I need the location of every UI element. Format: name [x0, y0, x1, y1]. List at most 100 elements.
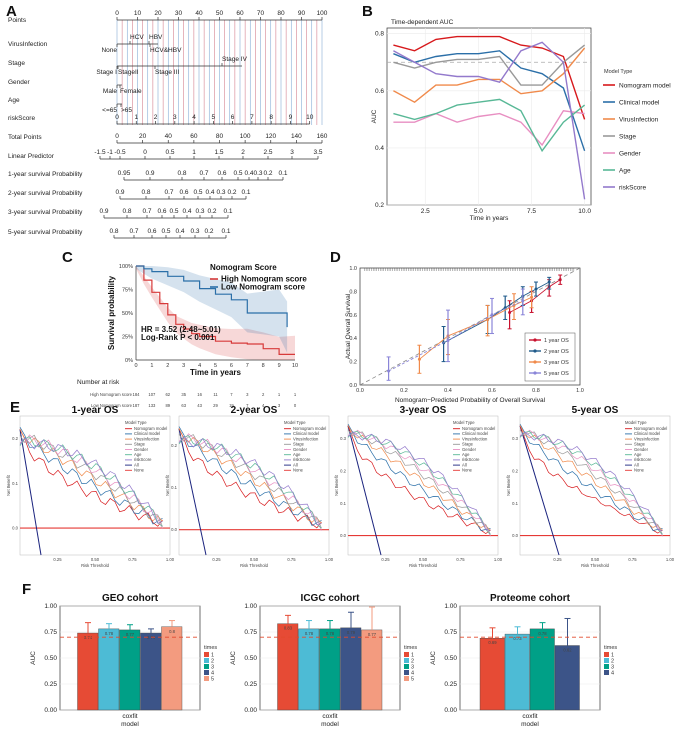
- dca-legend-label: Gender: [634, 447, 649, 452]
- auc-bar-legend-label: 4: [611, 671, 614, 677]
- auc-bar-y-tick-label: 0.25: [44, 681, 57, 688]
- calibration-legend-marker: [533, 360, 537, 364]
- nomogram-row-label: Gender: [8, 79, 31, 86]
- auc-bar-y-axis-title: AUC: [430, 651, 437, 665]
- surv1-tick-label: 0.8: [177, 170, 186, 177]
- risk-table-value: 4: [262, 403, 265, 408]
- auc-bar-y-tick-label: 0.00: [244, 707, 257, 714]
- surv2-tick-label: 0.9: [115, 189, 124, 196]
- dca-x-tick-label: 0.75: [128, 557, 137, 562]
- nomogram-row-label: VirusInfection: [8, 41, 48, 48]
- dca-x-axis-title: Risk Threshold: [81, 563, 110, 568]
- dca-legend-label: riskScore: [634, 457, 652, 462]
- km-x-axis-title: Time in years: [190, 368, 242, 377]
- auc-x-tick-label: 2.5: [421, 208, 430, 215]
- dca-y-tick-label: 0.0: [12, 526, 18, 531]
- linear-predictor-tick-label: 0: [143, 149, 147, 156]
- auc-bar-y-tick-label: 0.25: [244, 681, 257, 688]
- dca-legend-label: Gender: [134, 447, 149, 452]
- km-legend-title: Nomogram Score: [210, 263, 277, 272]
- surv1-tick-label: 0.95: [118, 170, 131, 177]
- riskscore-tick-label: 4: [192, 114, 196, 121]
- risk-table-value: 0: [294, 403, 297, 408]
- calibration-legend-marker: [533, 338, 537, 342]
- dca-legend-label: riskScore: [462, 457, 480, 462]
- surv1-tick-label: 0.9: [145, 170, 154, 177]
- auc-bar-legend-key: [404, 664, 409, 669]
- risk-table-value: 2: [262, 392, 265, 397]
- dca-model-curve: [519, 423, 663, 532]
- dca-x-tick-label: 0.25: [53, 557, 62, 562]
- dca-legend-label: None: [634, 468, 645, 473]
- risk-table-value: 7: [246, 403, 249, 408]
- dca-legend-title: Model Type: [125, 420, 147, 425]
- linear-predictor-tick-label: 1.5: [214, 149, 223, 156]
- calibration-series-line: [509, 279, 561, 313]
- dca-y-axis-title: Net Benefit: [6, 474, 11, 496]
- linear-predictor-tick-label: 3.5: [313, 149, 322, 156]
- km-x-tick-label: 9: [278, 363, 281, 369]
- surv3-tick-label: 0.1: [223, 208, 232, 215]
- calibration-point: [446, 339, 450, 343]
- riskscore-tick-label: 2: [154, 114, 158, 121]
- auc-bar-legend-label: 3: [211, 665, 214, 671]
- dca-model-curve: [347, 429, 491, 535]
- points-tick-label: 50: [216, 10, 224, 17]
- auc-bar-y-tick-label: 0.50: [244, 655, 257, 662]
- surv2-tick-label: 0.4: [205, 189, 214, 196]
- auc-bar-legend-title: times: [404, 645, 417, 651]
- km-confidence-band: [136, 266, 288, 353]
- virus-level: HCV&HBV: [150, 47, 182, 54]
- riskscore-tick-label: 6: [231, 114, 235, 121]
- points-tick-label: 10: [134, 10, 142, 17]
- calibration-point: [558, 278, 562, 282]
- auc-bar-value-label: 0.78: [326, 631, 335, 636]
- auc-x-tick-label: 10.0: [578, 208, 591, 215]
- dca-x-tick-label: 0.50: [419, 557, 428, 562]
- calibration-y-axis-title: Actual Overall Survival: [345, 293, 352, 359]
- virus-level: HCV: [130, 34, 144, 41]
- dca-model-curve: [178, 426, 322, 526]
- auc-bar-legend-label: 2: [411, 659, 414, 665]
- risk-table-value: 43: [197, 403, 202, 408]
- dca-model-curve: [347, 425, 491, 532]
- dca-model-curve: [347, 423, 491, 532]
- dca-legend-label: VirusInfection: [634, 436, 660, 441]
- dca-model-curve: [178, 433, 322, 531]
- dca-model-curve: [519, 431, 663, 532]
- auc-bar-subplot-title: GEO cohort: [102, 593, 159, 604]
- dca-legend-label: Clinical model: [634, 431, 660, 436]
- auc-bar-category-label: coxfit: [122, 713, 137, 720]
- dca-model-curve: [519, 429, 663, 535]
- km-y-tick-label: 100%: [119, 264, 133, 270]
- surv2-tick-label: 0.2: [227, 189, 236, 196]
- gender-level: Female: [120, 88, 142, 95]
- calibration-legend-label: 5 year OS: [544, 371, 569, 377]
- auc-bar: [298, 628, 320, 711]
- auc-legend-title: Model Type: [604, 69, 632, 75]
- dca-legend-label: riskScore: [293, 457, 311, 462]
- auc-legend-label: riskScore: [619, 185, 646, 192]
- calibration-panel: 0.0 0.2 0.4 0.6 0.8 1.0 0.0 0.2 0.4 0.6 0.8 1.0 Nomo…: [345, 266, 584, 404]
- auc-bar-legend-label: 1: [211, 653, 214, 659]
- auc-bar-y-tick-label: 0.25: [444, 681, 457, 688]
- totalpoints-tick-label: 20: [139, 133, 147, 140]
- surv2-tick-label: 0.3: [216, 189, 225, 196]
- stage-level: Stage IV: [222, 56, 248, 63]
- auc-bar: [479, 638, 505, 711]
- dca-legend-label: Age: [293, 452, 301, 457]
- dca-legend-label: Nomogram model: [634, 426, 667, 431]
- auc-bar-value-label: 0.78: [538, 631, 547, 636]
- riskscore-tick-label: 0: [115, 114, 119, 121]
- risk-table-value: 133: [148, 403, 156, 408]
- panel-label-d: D: [330, 249, 341, 266]
- dca-y-tick-label: 0.2: [340, 468, 346, 473]
- linear-predictor-tick-label: 1: [192, 149, 196, 156]
- nomogram-row-label: 3-year survival Probability: [8, 209, 83, 216]
- auc-legend-label: Clinical model: [619, 100, 660, 107]
- auc-bar-legend-label: 5: [211, 677, 214, 683]
- dca-legend-label: All: [462, 462, 467, 467]
- dca-legend-label: Nomogram model: [134, 426, 167, 431]
- dca-x-tick-label: 0.50: [250, 557, 259, 562]
- dca-legend-label: VirusInfection: [134, 436, 160, 441]
